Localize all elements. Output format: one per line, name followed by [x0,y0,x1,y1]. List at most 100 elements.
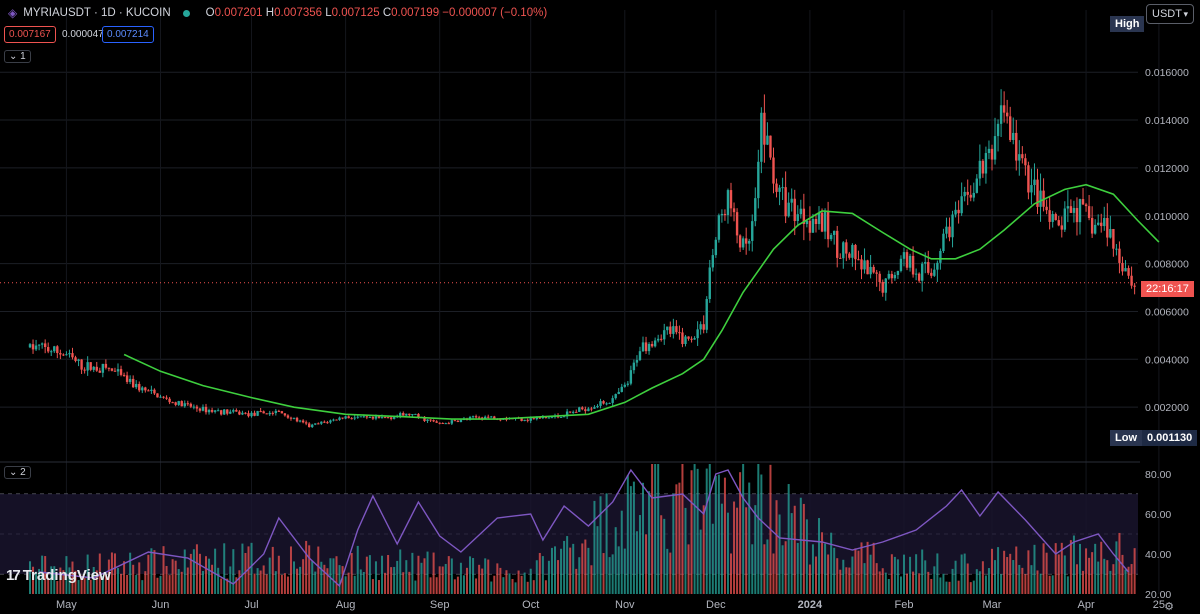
candle-body [417,413,420,418]
candle-body [301,420,305,423]
volume-bar [1012,560,1015,594]
candle-body [1121,262,1124,272]
candle-body [153,389,156,394]
price-tick: 0.002000 [1145,402,1189,414]
candle-body [259,411,262,413]
volume-bar [994,560,997,594]
candle-body [377,416,381,418]
settings-icon[interactable]: ⚙ [1164,601,1174,613]
candle-body [238,411,241,415]
candle-body [826,211,830,240]
volume-bar [432,552,435,594]
candle-body [632,362,636,371]
volume-bar [1024,574,1027,594]
volume-bar [678,482,681,594]
volume-bar [274,571,277,594]
volume-bar [362,571,365,594]
volume-bar [126,574,129,594]
volume-bar [1100,541,1103,594]
candle-body [83,369,86,371]
volume-bar [435,577,438,594]
candle-body [930,272,933,276]
market-status-icon[interactable] [182,9,190,17]
symbol-icon[interactable]: ◈ [8,6,18,20]
candle-body [629,370,633,384]
candle-body [450,420,454,424]
volume-bar [1054,543,1057,594]
volume-bar [605,493,608,594]
volume-bar [1091,552,1094,594]
candle-body [471,416,475,418]
volume-bar [912,571,915,594]
candle-body [490,416,493,418]
candle-body [295,417,299,422]
candle-body [866,260,869,275]
volume-bar [951,568,954,594]
volume-bar [541,556,544,594]
candle-body [28,344,32,348]
volume-bar [766,539,769,594]
volume-bar [89,579,92,594]
symbol-title[interactable]: MYRIAUSDT · 1D · KUCOIN [23,7,171,19]
volume-bar [836,558,839,594]
volume-bar [211,564,214,594]
candle-body [374,416,378,419]
candle-body [1109,229,1112,238]
volume-bar [95,570,98,594]
volume-bar [104,574,107,594]
volume-bar [384,572,387,594]
time-tick: Jun [152,599,170,611]
volume-bar [144,571,147,594]
candle-body [1133,285,1136,287]
candle-body [326,422,329,424]
candle-body [402,413,405,416]
spread-value: 0.000047 [62,29,104,40]
volume-bar [293,561,296,594]
volume-bar [629,486,632,594]
volume-bar [635,531,638,594]
close-value: 0.007199 [391,7,440,19]
candle-body [523,419,526,421]
volume-bar [180,571,183,594]
candle-body [438,422,441,424]
candle-body [74,357,77,361]
bid-price[interactable]: 0.007167 [4,26,56,43]
volume-bar [723,477,726,594]
volume-bar [420,562,423,594]
candle-body [62,354,65,356]
volume-bar [356,545,359,594]
volume-bar [802,503,805,594]
volume-bar [244,552,247,594]
candle-body [775,183,778,192]
tradingview-logo[interactable]: 17 TradingView [6,567,111,584]
volume-bar [371,579,374,594]
volume-bar [1036,570,1039,594]
candle-body [884,278,887,293]
volume-bar [760,474,763,594]
candle-body [40,343,44,345]
candle-body [996,123,1000,137]
indicator-pane-toggle[interactable]: ⌄ 2 [4,466,31,479]
currency-select[interactable]: USDT ▾ [1146,4,1194,24]
volume-bar [984,575,987,594]
main-pane-toggle[interactable]: ⌄ 1 [4,50,31,63]
price-tick: 0.006000 [1145,306,1189,318]
candle-body [1097,222,1100,225]
volume-bar [751,544,754,594]
candle-body [1063,208,1067,230]
volume-bar [220,578,223,594]
candle-body [150,389,153,392]
price-tick: 0.010000 [1145,211,1189,223]
volume-bar [320,561,323,594]
tradingview-icon: 17 [6,567,21,584]
candle-body [277,410,281,412]
volume-bar [107,559,110,594]
volume-bar [1042,543,1045,594]
volume-bar [781,545,784,594]
candle-body [195,406,199,409]
volume-bar [696,468,699,594]
volume-bar [447,556,450,594]
ask-price[interactable]: 0.007214 [102,26,154,43]
volume-bar [945,581,948,594]
